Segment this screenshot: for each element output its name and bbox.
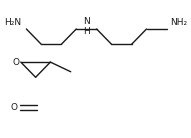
Text: N: N (83, 17, 90, 26)
Text: NH₂: NH₂ (171, 18, 188, 27)
Text: H: H (83, 26, 90, 36)
Text: O: O (13, 58, 20, 67)
Text: H₂N: H₂N (4, 18, 21, 27)
Text: O: O (11, 103, 18, 112)
